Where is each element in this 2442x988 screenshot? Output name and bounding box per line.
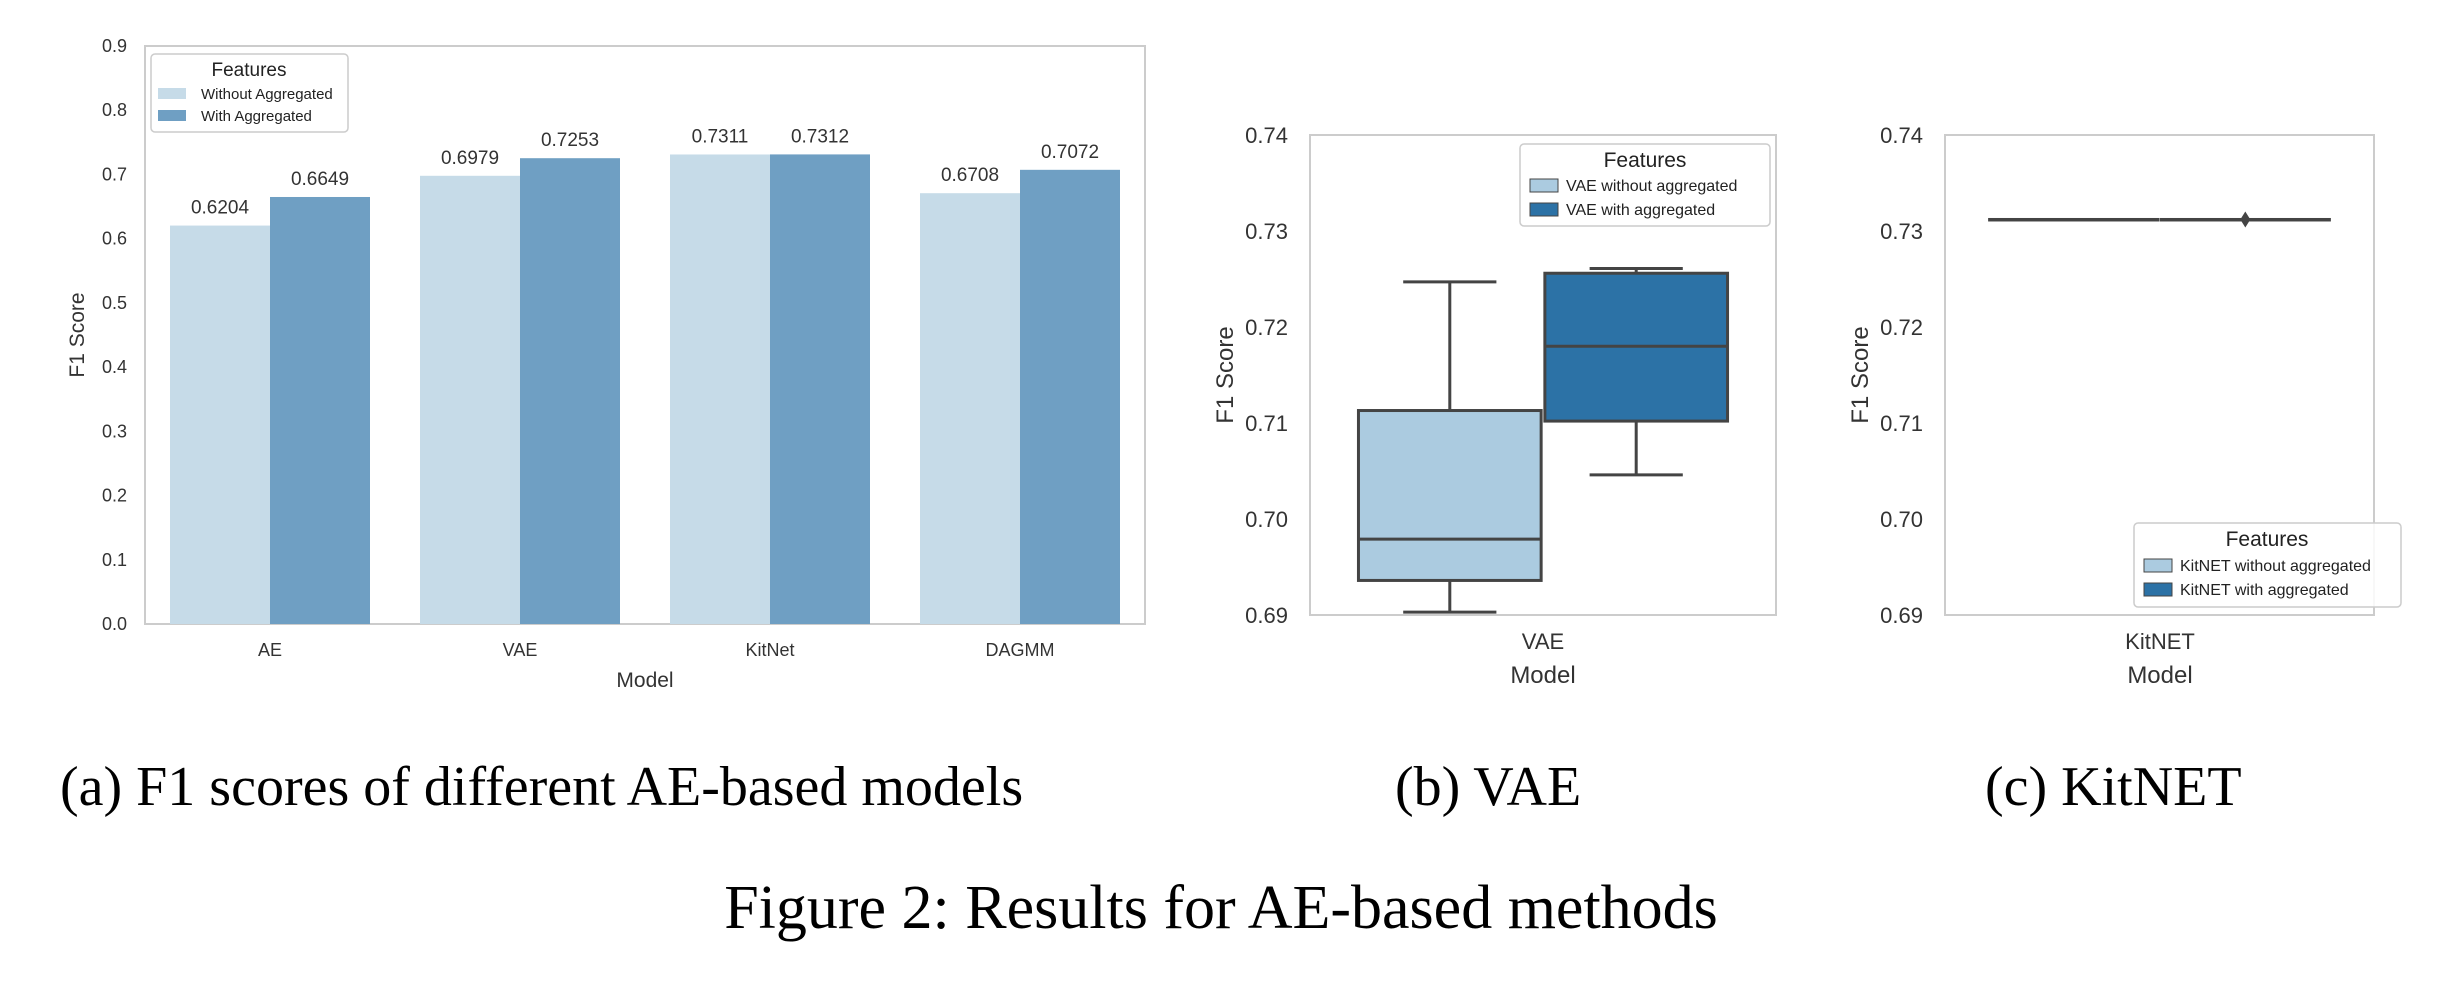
panel-a-legend-swatch-without	[158, 88, 186, 99]
y-tick-label: 0.3	[102, 421, 127, 441]
bar	[520, 158, 620, 624]
panel-c-legend-box	[2133, 522, 2402, 608]
panel-a-legend: Features Without Aggregated With Aggrega…	[150, 53, 349, 133]
y-tick-label: 0.72	[1245, 315, 1288, 340]
data-label: 0.6979	[441, 148, 499, 169]
data-label: 0.6649	[291, 169, 349, 190]
bar	[420, 175, 520, 625]
panel-a-legend-box	[150, 53, 349, 133]
data-label: 0.6204	[191, 198, 250, 219]
bar	[770, 154, 870, 624]
y-tick-label: 0.70	[1880, 507, 1923, 532]
panel-c-legend-title: Features	[2226, 528, 2309, 551]
bar	[920, 193, 1020, 624]
panel-b-legend-title: Features	[1604, 149, 1687, 172]
y-tick-label: 0.74	[1880, 123, 1923, 148]
panel-b-plot-frame	[1309, 134, 1777, 616]
data-label: 0.7311	[692, 126, 749, 147]
y-tick-label: 0.69	[1880, 603, 1923, 628]
y-tick-label: 0.73	[1245, 219, 1288, 244]
panel-b-x-tick-label: VAE	[1522, 629, 1564, 654]
panel-b-box-plot: 0.69 0.70 0.71 0.72 0.73 0.74 VAE Model F1 Sc…	[1212, 123, 1777, 689]
y-tick-label: 0.7	[102, 164, 127, 184]
panel-b-y-ticks: 0.69 0.70 0.71 0.72 0.73 0.74	[1245, 123, 1288, 628]
panel-c-boxes	[1988, 211, 2331, 228]
panel-b-legend-swatch-without	[1529, 178, 1559, 193]
y-tick-label: 0.71	[1245, 411, 1288, 436]
data-label: 0.6708	[941, 165, 999, 186]
panel-b-legend-box	[1519, 143, 1771, 227]
data-label: 0.7312	[791, 126, 849, 147]
panel-a-legend-title: Features	[212, 60, 287, 81]
box	[1356, 409, 1543, 582]
panel-a-bars	[170, 154, 1120, 625]
y-tick-label: 0.2	[102, 486, 127, 506]
panel-a-plot-frame	[144, 45, 1146, 625]
panel-c-y-axis-label: F1 Score	[1847, 326, 1874, 423]
panel-a-data-labels: 0.6204 0.6649 0.6979 0.7253 0.7311 0.7312 0.67…	[191, 126, 1099, 218]
x-tick-label: AE	[258, 640, 282, 660]
panel-c-x-tick-label: KitNET	[2125, 629, 2195, 654]
panel-b-legend-label-without: VAE without aggregated	[1566, 178, 1737, 195]
panel-c-plot-frame	[1944, 134, 2375, 616]
x-tick-label: VAE	[503, 640, 538, 660]
panel-c-legend-swatch-with	[2143, 582, 2173, 597]
bar	[670, 154, 770, 625]
panel-a-x-axis-label: Model	[616, 669, 673, 692]
y-tick-label: 0.71	[1880, 411, 1923, 436]
panel-b-legend: Features VAE without aggregated VAE with…	[1519, 143, 1771, 227]
y-tick-label: 0.4	[102, 357, 127, 377]
data-label: 0.7072	[1041, 142, 1099, 163]
y-tick-label: 0.5	[102, 293, 127, 313]
panel-c-y-ticks: 0.69 0.70 0.71 0.72 0.73 0.74	[1880, 123, 1923, 628]
panel-a-legend-label-with: With Aggregated	[201, 108, 312, 125]
panel-c-x-axis-label: Model	[2127, 662, 2192, 689]
panel-a-legend-swatch-with	[158, 110, 186, 121]
panel-b-x-axis-label: Model	[1510, 662, 1575, 689]
panel-c-legend-swatch-without	[2143, 558, 2173, 573]
y-tick-label: 0.1	[102, 550, 127, 570]
y-tick-label: 0.6	[102, 229, 127, 249]
figure-caption: Figure 2: Results for AE-based methods	[724, 874, 1718, 942]
bar	[1020, 169, 1120, 625]
panel-a-y-ticks: 0.0 0.1 0.2 0.3 0.4 0.5 0.6 0.7 0.8 0.9	[102, 36, 127, 634]
subcaption-c: (c) KitNET	[1985, 756, 2242, 818]
outlier-marker	[2240, 211, 2251, 228]
panel-b-y-axis-label: F1 Score	[1212, 326, 1239, 423]
panel-a-bar-chart: 0.00.10.20.30.40.50.60.70.80.9 0.62040.6…	[66, 36, 1146, 692]
y-tick-label: 0.70	[1245, 507, 1288, 532]
panel-c-legend: Features KitNET without aggregated KitNE…	[2133, 522, 2402, 608]
y-tick-label: 0.9	[102, 36, 127, 56]
panel-a-x-ticks: AE VAE KitNet DAGMM	[258, 640, 1055, 660]
subcaption-a: (a) F1 scores of different AE-based mode…	[60, 756, 1023, 818]
bar	[270, 196, 370, 624]
panel-b-legend-label-with: VAE with aggregated	[1566, 202, 1715, 219]
x-tick-label: KitNet	[745, 640, 794, 660]
panel-a-legend-label-without: Without Aggregated	[201, 86, 333, 103]
y-tick-label: 0.0	[102, 614, 127, 634]
panel-a-y-axis-label: F1 Score	[66, 292, 89, 377]
y-tick-label: 0.73	[1880, 219, 1923, 244]
panel-b-boxes	[1356, 266, 1730, 614]
y-tick-label: 0.69	[1245, 603, 1288, 628]
panel-c-legend-label-with: KitNET with aggregated	[2180, 582, 2349, 599]
y-tick-label: 0.72	[1880, 315, 1923, 340]
y-tick-label: 0.74	[1245, 123, 1288, 148]
subcaption-b: (b) VAE	[1395, 756, 1581, 818]
panel-c-legend-label-without: KitNET without aggregated	[2180, 558, 2371, 575]
x-tick-label: DAGMM	[986, 640, 1055, 660]
y-tick-label: 0.8	[102, 100, 127, 120]
bar	[170, 225, 270, 624]
panel-c-box-plot: 0.69 0.70 0.71 0.72 0.73 0.74 KitNET Model F1…	[1847, 123, 2402, 689]
panel-b-legend-swatch-with	[1529, 202, 1559, 217]
data-label: 0.7253	[541, 130, 599, 151]
